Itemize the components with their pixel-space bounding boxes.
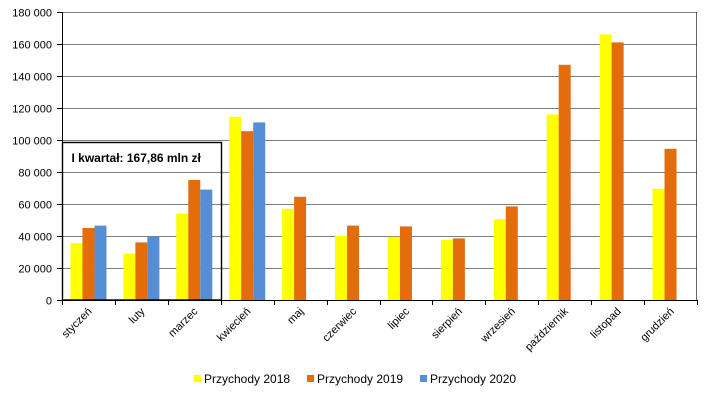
bar-1-5 bbox=[347, 225, 360, 300]
bar-1-3 bbox=[241, 131, 254, 300]
bar-0-6 bbox=[387, 236, 400, 300]
category-label-11: grudzień bbox=[638, 306, 676, 344]
y-tick-label-4: 80 000 bbox=[18, 168, 52, 180]
bar-2-0 bbox=[94, 225, 107, 300]
bar-1-9 bbox=[558, 64, 571, 300]
category-label-0: styczeń bbox=[60, 306, 95, 341]
bar-0-7 bbox=[440, 240, 453, 300]
bar-0-2 bbox=[176, 213, 189, 300]
bar-0-9 bbox=[546, 114, 559, 301]
bar-2-1 bbox=[147, 236, 160, 300]
bars bbox=[70, 34, 677, 301]
bar-2-3 bbox=[253, 122, 266, 301]
y-tick-label-9: 180 000 bbox=[12, 8, 52, 20]
bar-0-0 bbox=[70, 243, 83, 300]
gridlines bbox=[62, 12, 697, 301]
bar-2-2 bbox=[200, 189, 213, 300]
bar-0-10 bbox=[599, 34, 612, 301]
legend-swatch-2 bbox=[420, 375, 427, 382]
bar-0-11 bbox=[652, 188, 665, 300]
category-label-9: październik bbox=[523, 305, 571, 353]
category-label-2: marzec bbox=[166, 305, 200, 339]
y-tick-label-0: 0 bbox=[46, 296, 52, 308]
legend-label-1: Przychody 2019 bbox=[317, 372, 403, 386]
x-axis-category-labels: styczeń luty marzec kwiecień maj czerwiec lipi… bbox=[60, 305, 677, 353]
category-label-8: wrzesień bbox=[478, 306, 518, 346]
category-label-10: listopad bbox=[588, 306, 623, 341]
bar-0-8 bbox=[493, 219, 506, 300]
bar-1-11 bbox=[664, 148, 677, 300]
y-tick-label-7: 140 000 bbox=[12, 72, 52, 84]
legend-label-0: Przychody 2018 bbox=[204, 372, 290, 386]
category-label-5: czerwiec bbox=[320, 305, 359, 344]
y-tick-label-5: 100 000 bbox=[12, 136, 52, 148]
y-tick-label-6: 120 000 bbox=[12, 104, 52, 116]
legend-swatch-1 bbox=[307, 375, 314, 382]
bar-1-4 bbox=[294, 196, 307, 300]
y-tick-label-3: 60 000 bbox=[18, 200, 52, 212]
legend-swatch-0 bbox=[194, 375, 201, 382]
annotation-text: I kwartał: 167,86 mln zł bbox=[72, 151, 202, 165]
category-label-4: maj bbox=[285, 306, 306, 327]
legend: Przychody 2018 Przychody 2019 Przychody 20… bbox=[194, 372, 516, 386]
bar-0-5 bbox=[335, 236, 348, 300]
bar-1-1 bbox=[135, 242, 148, 300]
category-label-3: kwiecień bbox=[215, 306, 253, 344]
bar-0-1 bbox=[123, 253, 136, 300]
bar-1-10 bbox=[611, 42, 624, 301]
bar-1-2 bbox=[188, 180, 201, 300]
bar-1-0 bbox=[82, 228, 95, 300]
bar-0-3 bbox=[229, 116, 242, 300]
category-label-7: sierpień bbox=[429, 306, 465, 342]
quarter-annotation: I kwartał: 167,86 mln zł bbox=[61, 141, 223, 301]
annotation-box bbox=[61, 141, 223, 301]
y-tick-label-2: 40 000 bbox=[18, 232, 52, 244]
y-axis-tick-labels: 0 20 000 40 000 60 000 80 000 100 000 120 000 1… bbox=[12, 8, 52, 308]
legend-label-2: Przychody 2020 bbox=[430, 372, 516, 386]
y-tick-label-1: 20 000 bbox=[18, 264, 52, 276]
bar-0-4 bbox=[282, 208, 295, 300]
y-tick-label-8: 160 000 bbox=[12, 40, 52, 52]
bar-1-8 bbox=[505, 206, 518, 300]
bar-1-6 bbox=[399, 226, 412, 300]
category-label-1: luty bbox=[127, 305, 148, 326]
bar-1-7 bbox=[452, 238, 465, 300]
category-label-6: lipiec bbox=[386, 305, 413, 332]
